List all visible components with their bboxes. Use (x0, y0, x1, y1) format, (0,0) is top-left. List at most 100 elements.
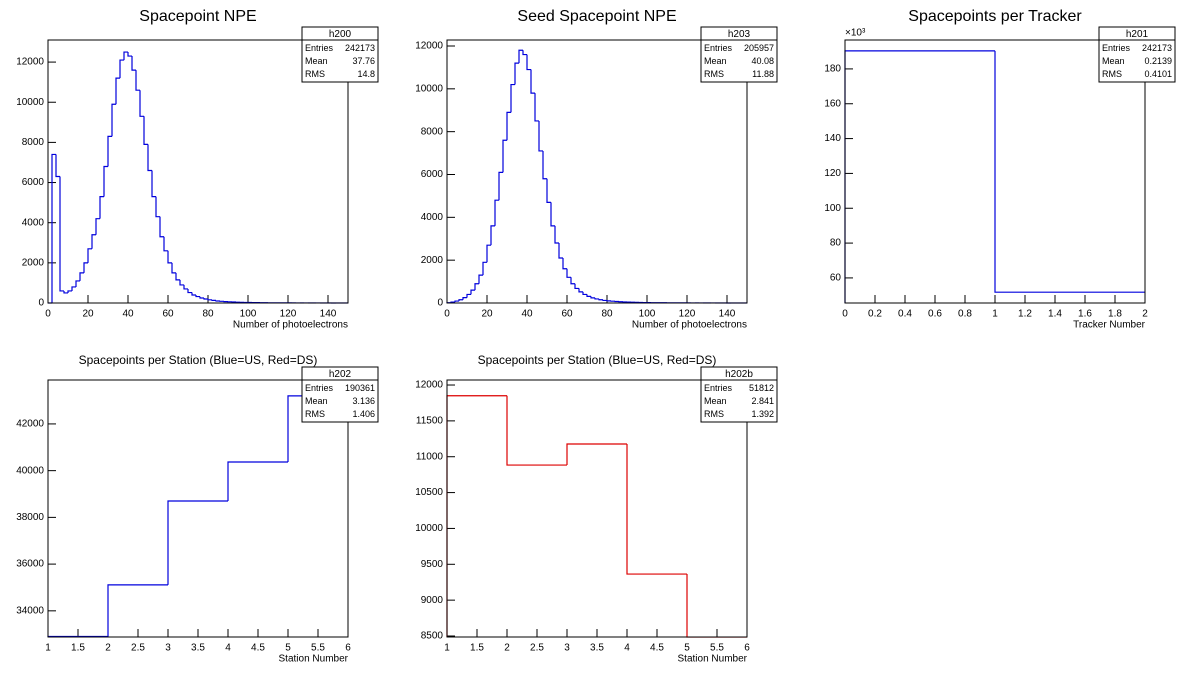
histogram-bin (155, 196, 160, 218)
stats-value: 1.406 (352, 409, 375, 419)
y-tick-label: 10000 (16, 97, 44, 108)
stats-box (301, 366, 379, 423)
histogram-bin (574, 283, 579, 290)
histogram-bin (534, 93, 539, 122)
x-tick-label: 1 (45, 643, 51, 654)
y-tick-label: 8000 (22, 137, 45, 148)
y-tick-label: 12000 (415, 380, 443, 391)
x-tick-label: 6 (744, 643, 750, 654)
histogram-bin (538, 120, 543, 152)
panel: Spacepoint NPE02000400060008000100001200… (16, 8, 379, 331)
x-tick-label: 40 (521, 309, 533, 320)
x-tick-label: 1 (992, 309, 998, 320)
x-tick-label: 2.5 (530, 643, 544, 654)
x-tick-label: 140 (719, 309, 736, 320)
histogram-bin (542, 150, 547, 180)
y-tick-label: 9500 (421, 559, 444, 570)
x-tick-label: 4 (225, 643, 231, 654)
histogram-bin (59, 176, 64, 292)
histogram-bin (51, 153, 56, 303)
histogram-bin (446, 395, 507, 637)
histogram-bin (526, 54, 531, 71)
y-tick-label: 42000 (16, 419, 44, 430)
histogram-bin (179, 279, 184, 286)
chart-title: Spacepoints per Station (Blue=US, Red=DS… (79, 353, 318, 367)
stats-box (1098, 26, 1176, 83)
histogram-bin (227, 461, 288, 502)
histogram-bin (554, 225, 559, 244)
stats-label: Entries (704, 43, 733, 53)
y-tick-label: 6000 (421, 169, 444, 180)
histogram-bin (127, 52, 132, 57)
stats-value: 40.08 (751, 56, 774, 66)
x-tick-label: 0 (45, 309, 51, 320)
stats-value: 1.392 (751, 409, 774, 419)
histogram-bin (486, 244, 491, 263)
stats-label: Entries (305, 43, 334, 53)
x-axis-label: Tracker Number (1073, 320, 1146, 331)
x-tick-label: 4.5 (251, 643, 265, 654)
stats-label: Mean (704, 56, 727, 66)
histogram-bin (131, 56, 136, 71)
histogram-bin (139, 90, 144, 117)
histogram-bin (135, 70, 140, 91)
y-tick-label: 8500 (421, 631, 444, 642)
histogram-bin (71, 286, 76, 291)
x-tick-label: 80 (202, 309, 214, 320)
y-tick-label: 9000 (421, 595, 444, 606)
histogram-bin (454, 300, 459, 303)
x-tick-label: 0.6 (928, 309, 942, 320)
histogram-bin (598, 298, 603, 301)
stats-label: Mean (1102, 56, 1125, 66)
x-axis-label: Station Number (678, 654, 748, 665)
histogram-bin (498, 171, 503, 201)
histogram-bin (147, 144, 152, 172)
histogram-bin (578, 288, 583, 293)
histogram-bin (91, 234, 96, 249)
y-tick-label: 12000 (16, 57, 44, 68)
y-tick-label: 120 (824, 168, 841, 179)
stats-label: Mean (305, 56, 328, 66)
chart-title: Spacepoint NPE (139, 8, 256, 25)
y-tick-label: 40000 (16, 465, 44, 476)
x-tick-label: 1.5 (470, 643, 484, 654)
stats-value: 190361 (345, 383, 375, 393)
stats-name: h202 (329, 369, 352, 380)
histogram-bin (123, 51, 128, 61)
y-tick-label: 6000 (22, 177, 45, 188)
x-tick-label: 100 (639, 309, 656, 320)
histogram-bin (143, 116, 148, 145)
histogram-bin (79, 272, 84, 281)
chart-title: Spacepoints per Station (Blue=US, Red=DS… (478, 353, 717, 367)
stats-label: Mean (305, 396, 328, 406)
histogram-bin (75, 280, 80, 287)
panel: Spacepoints per Station (Blue=US, Red=DS… (415, 353, 778, 665)
x-tick-label: 3 (564, 643, 570, 654)
x-tick-label: 100 (240, 309, 257, 320)
histogram-bin (506, 395, 567, 466)
x-tick-label: 1.6 (1078, 309, 1092, 320)
x-tick-label: 2 (105, 643, 111, 654)
y-tick-label: 0 (38, 298, 44, 309)
chart-title: Spacepoints per Tracker (908, 8, 1082, 25)
x-tick-label: 60 (162, 309, 174, 320)
histogram-bin (159, 216, 164, 238)
x-tick-label: 0.8 (958, 309, 972, 320)
histogram-bin (119, 59, 124, 79)
histogram-bin (844, 50, 995, 303)
x-tick-label: 5 (684, 643, 690, 654)
x-axis-label: Station Number (279, 654, 349, 665)
histogram-bin (115, 77, 120, 105)
histogram-bin (207, 298, 212, 301)
y-tick-label: 10000 (415, 523, 443, 534)
histogram-bin (482, 261, 487, 276)
histogram-bin (67, 290, 72, 293)
panel: Spacepoints per Station (Blue=US, Red=DS… (16, 353, 379, 665)
y-tick-label: 80 (830, 238, 842, 249)
histogram-bin (566, 443, 627, 466)
histogram-bin (203, 297, 208, 300)
stats-value: 242173 (345, 43, 375, 53)
histogram-bin (171, 262, 176, 274)
histogram-bin (490, 225, 495, 246)
x-tick-label: 80 (601, 309, 613, 320)
